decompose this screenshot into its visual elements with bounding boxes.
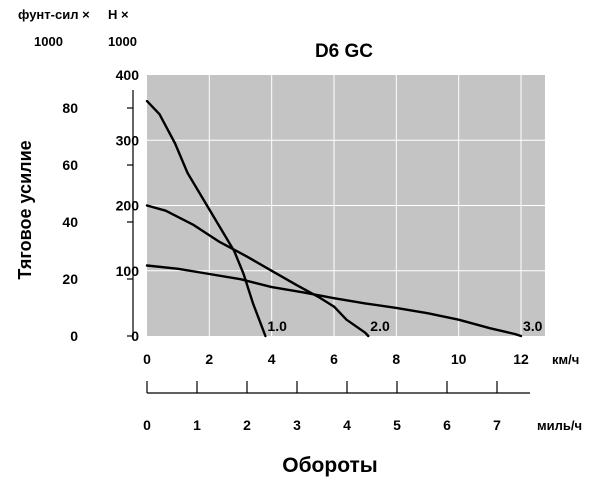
kmh-tick-label: 12 [513, 351, 529, 367]
y-axis-title: Тяговое усилие [15, 140, 35, 279]
kn-tick-label: 0 [131, 328, 139, 344]
kmh-tick-label: 6 [330, 351, 338, 367]
klbf-tick-label: 60 [62, 157, 78, 173]
x-axis-title: Обороты [282, 454, 377, 477]
klbf-tick-label: 40 [62, 214, 78, 230]
mph-tick-label: 1 [193, 417, 201, 433]
mph-tick-label: 7 [493, 417, 501, 433]
chart-title: D6 GC [315, 41, 373, 62]
kn-tick-label: 200 [116, 198, 140, 214]
grid-lines [147, 75, 545, 336]
series-line-2.0 [145, 204, 370, 338]
series-line-1.0 [145, 99, 267, 338]
mph-tick-label: 3 [293, 417, 301, 433]
kn-axis-ticks: 0 100 200 300 400 [116, 67, 140, 344]
unit-klbf-line2: 1000 [34, 34, 63, 49]
mph-tick-label: 5 [393, 417, 401, 433]
series-label-1.0: 1.0 [267, 318, 287, 334]
kmh-tick-label: 10 [451, 351, 467, 367]
kmh-tick-label: 8 [392, 351, 400, 367]
mph-tick-label: 6 [443, 417, 451, 433]
kmh-axis-ticks: 0 2 4 6 8 10 12 [143, 351, 529, 367]
mph-tick-label: 4 [343, 417, 351, 433]
mph-tick-label: 2 [243, 417, 251, 433]
series-label-3.0: 3.0 [523, 318, 543, 334]
mph-unit-label: миль/ч [537, 418, 582, 433]
unit-kn-line1: Н × [108, 7, 129, 22]
kmh-tick-label: 2 [205, 351, 213, 367]
kn-tick-label: 400 [116, 67, 140, 83]
klbf-tick-label: 20 [62, 271, 78, 287]
kmh-tick-label: 4 [268, 351, 276, 367]
kn-tick-label: 100 [116, 263, 140, 279]
series-line-3.0 [145, 264, 523, 338]
klbf-tick-label: 0 [70, 328, 78, 344]
unit-kn-line2: 1000 [108, 34, 137, 49]
kn-tick-label: 300 [116, 132, 140, 148]
mph-tick-label: 0 [143, 417, 151, 433]
kmh-tick-label: 0 [143, 351, 151, 367]
series-lines: 1.0 2.0 3.0 [145, 99, 543, 338]
kmh-unit-label: км/ч [552, 352, 579, 367]
klbf-tick-label: 80 [62, 100, 78, 116]
unit-klbf-line1: фунт-сил × [18, 7, 90, 22]
mph-axis-ticks: 0 1 2 3 4 5 6 7 [143, 381, 501, 433]
klbf-axis-ticks: 0 20 40 60 80 [62, 100, 133, 344]
series-label-2.0: 2.0 [370, 318, 390, 334]
